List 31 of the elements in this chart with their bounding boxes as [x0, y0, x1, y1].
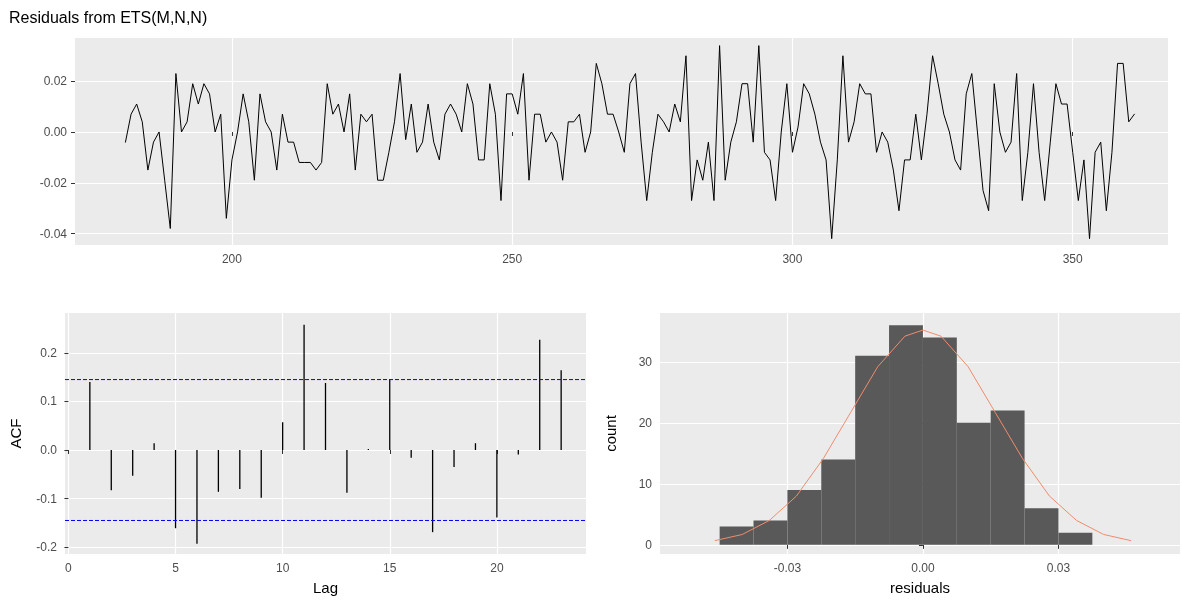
x-tick-label: 15	[383, 561, 397, 575]
x-axis-title: Lag	[312, 579, 339, 596]
y-axis-title: ACF	[7, 418, 24, 449]
y-tick-label: 0.00	[43, 124, 68, 139]
line-series	[124, 45, 1135, 240]
y-tick-label: -0.1	[36, 491, 58, 506]
x-tick-label: -0.03	[773, 561, 802, 575]
y-tick-label: 30	[638, 354, 653, 369]
x-tick-label: 0.03	[1046, 561, 1071, 575]
x-tick-label: 10	[275, 561, 290, 575]
chart-title: Residuals from ETS(M,N,N)	[9, 8, 208, 26]
x-axis-title: residuals	[889, 579, 951, 596]
y-tick-label: 20	[638, 415, 653, 430]
x-tick-label: 20	[490, 561, 504, 575]
y-tick-label: -0.2	[36, 540, 58, 555]
x-tick-label: 200	[221, 252, 243, 266]
y-tick-label: 0.1	[40, 394, 58, 409]
x-tick-label: 5	[172, 561, 180, 575]
y-tick-label: 0.02	[43, 74, 68, 89]
line-series	[714, 329, 1132, 542]
y-tick-label: -0.04	[39, 226, 68, 241]
x-tick-label: 300	[782, 252, 803, 266]
x-tick-label: 0.00	[911, 561, 935, 575]
y-tick-label: -0.02	[39, 175, 68, 190]
y-tick-label: 10	[638, 476, 653, 491]
y-tick-label: 0.2	[40, 345, 58, 360]
x-tick-label: 350	[1062, 252, 1084, 266]
x-tick-label: 250	[502, 252, 523, 266]
y-tick-label: 0	[645, 537, 653, 552]
y-tick-label: 0.0	[40, 443, 58, 458]
y-axis-title: count	[602, 414, 619, 452]
